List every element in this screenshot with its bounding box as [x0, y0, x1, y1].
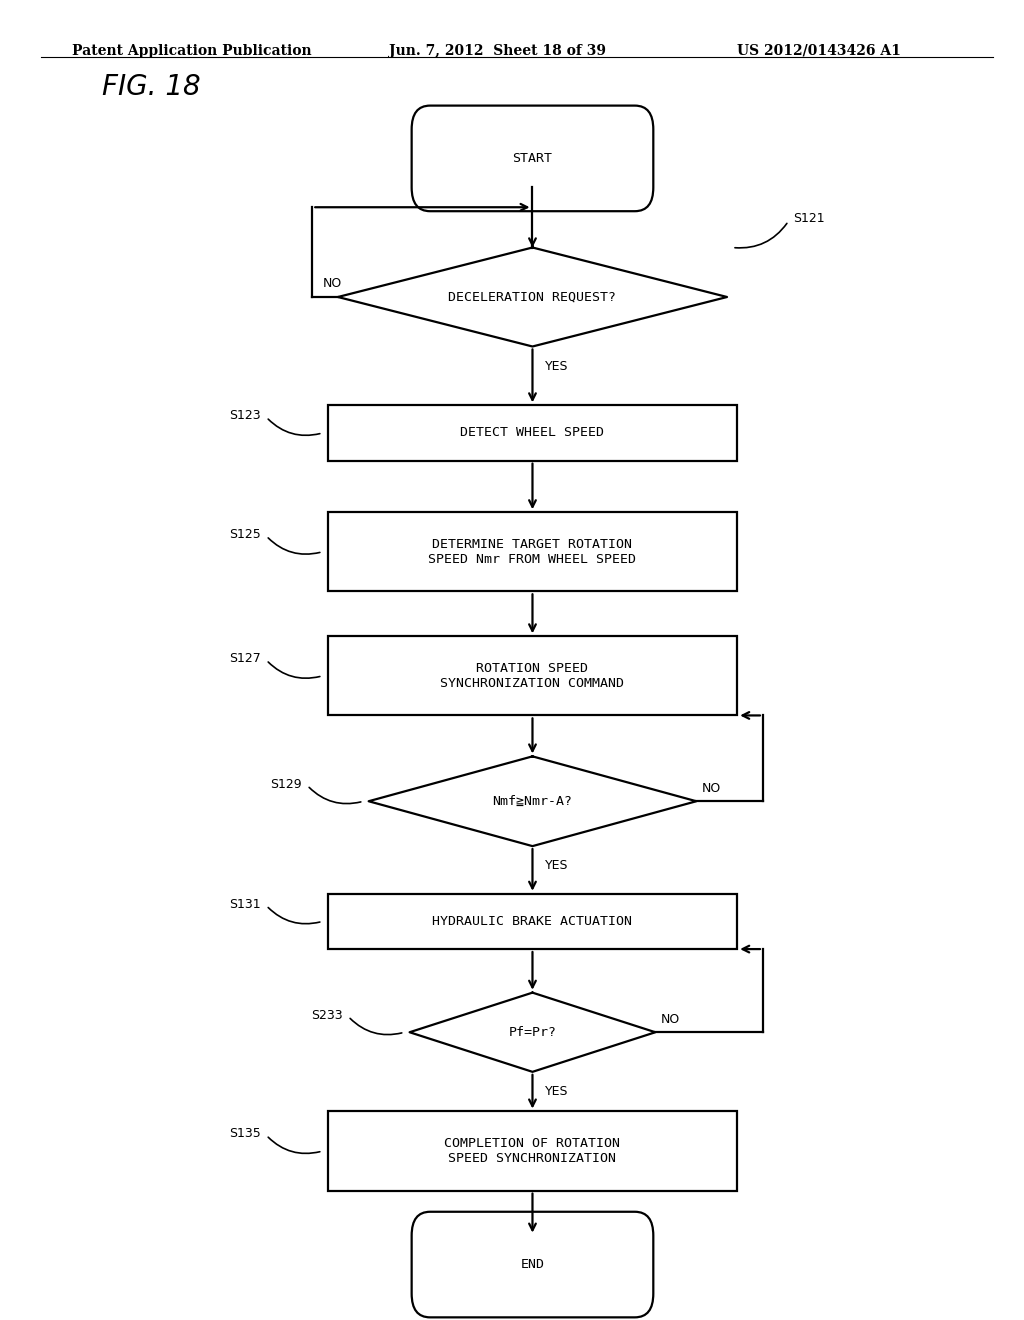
Text: Pf=Pr?: Pf=Pr? — [509, 1026, 556, 1039]
Bar — [328, 1111, 737, 1191]
Polygon shape — [410, 993, 655, 1072]
Text: COMPLETION OF ROTATION
SPEED SYNCHRONIZATION: COMPLETION OF ROTATION SPEED SYNCHRONIZA… — [444, 1137, 621, 1166]
Text: S123: S123 — [229, 409, 261, 422]
Text: S129: S129 — [270, 777, 302, 791]
Text: NO: NO — [701, 781, 721, 795]
FancyBboxPatch shape — [412, 1212, 653, 1317]
Text: S131: S131 — [229, 898, 261, 911]
Text: HYDRAULIC BRAKE ACTUATION: HYDRAULIC BRAKE ACTUATION — [432, 915, 633, 928]
Text: DECELERATION REQUEST?: DECELERATION REQUEST? — [449, 290, 616, 304]
Text: US 2012/0143426 A1: US 2012/0143426 A1 — [737, 44, 901, 58]
Text: ROTATION SPEED
SYNCHRONIZATION COMMAND: ROTATION SPEED SYNCHRONIZATION COMMAND — [440, 661, 625, 690]
Bar — [328, 512, 737, 591]
FancyBboxPatch shape — [412, 106, 653, 211]
Text: DETECT WHEEL SPEED: DETECT WHEEL SPEED — [461, 426, 604, 440]
Text: YES: YES — [545, 1085, 568, 1098]
Polygon shape — [369, 756, 696, 846]
Text: S135: S135 — [229, 1127, 261, 1140]
Text: S127: S127 — [229, 652, 261, 665]
Text: FIG. 18: FIG. 18 — [102, 73, 201, 100]
Text: Nmf≧Nmr-A?: Nmf≧Nmr-A? — [493, 795, 572, 808]
Text: YES: YES — [545, 859, 568, 873]
Text: END: END — [520, 1258, 545, 1271]
Text: YES: YES — [545, 359, 568, 372]
Text: Patent Application Publication: Patent Application Publication — [72, 44, 311, 58]
Text: DETERMINE TARGET ROTATION
SPEED Nmr FROM WHEEL SPEED: DETERMINE TARGET ROTATION SPEED Nmr FROM… — [428, 537, 637, 566]
Text: NO: NO — [323, 277, 342, 290]
Bar — [328, 405, 737, 461]
Text: START: START — [512, 152, 553, 165]
Bar — [328, 636, 737, 715]
Text: S233: S233 — [311, 1008, 343, 1022]
Text: S125: S125 — [229, 528, 261, 541]
Polygon shape — [338, 248, 727, 346]
Text: NO: NO — [660, 1012, 680, 1026]
Bar — [328, 894, 737, 949]
Text: Jun. 7, 2012  Sheet 18 of 39: Jun. 7, 2012 Sheet 18 of 39 — [389, 44, 606, 58]
Text: S121: S121 — [794, 213, 825, 224]
